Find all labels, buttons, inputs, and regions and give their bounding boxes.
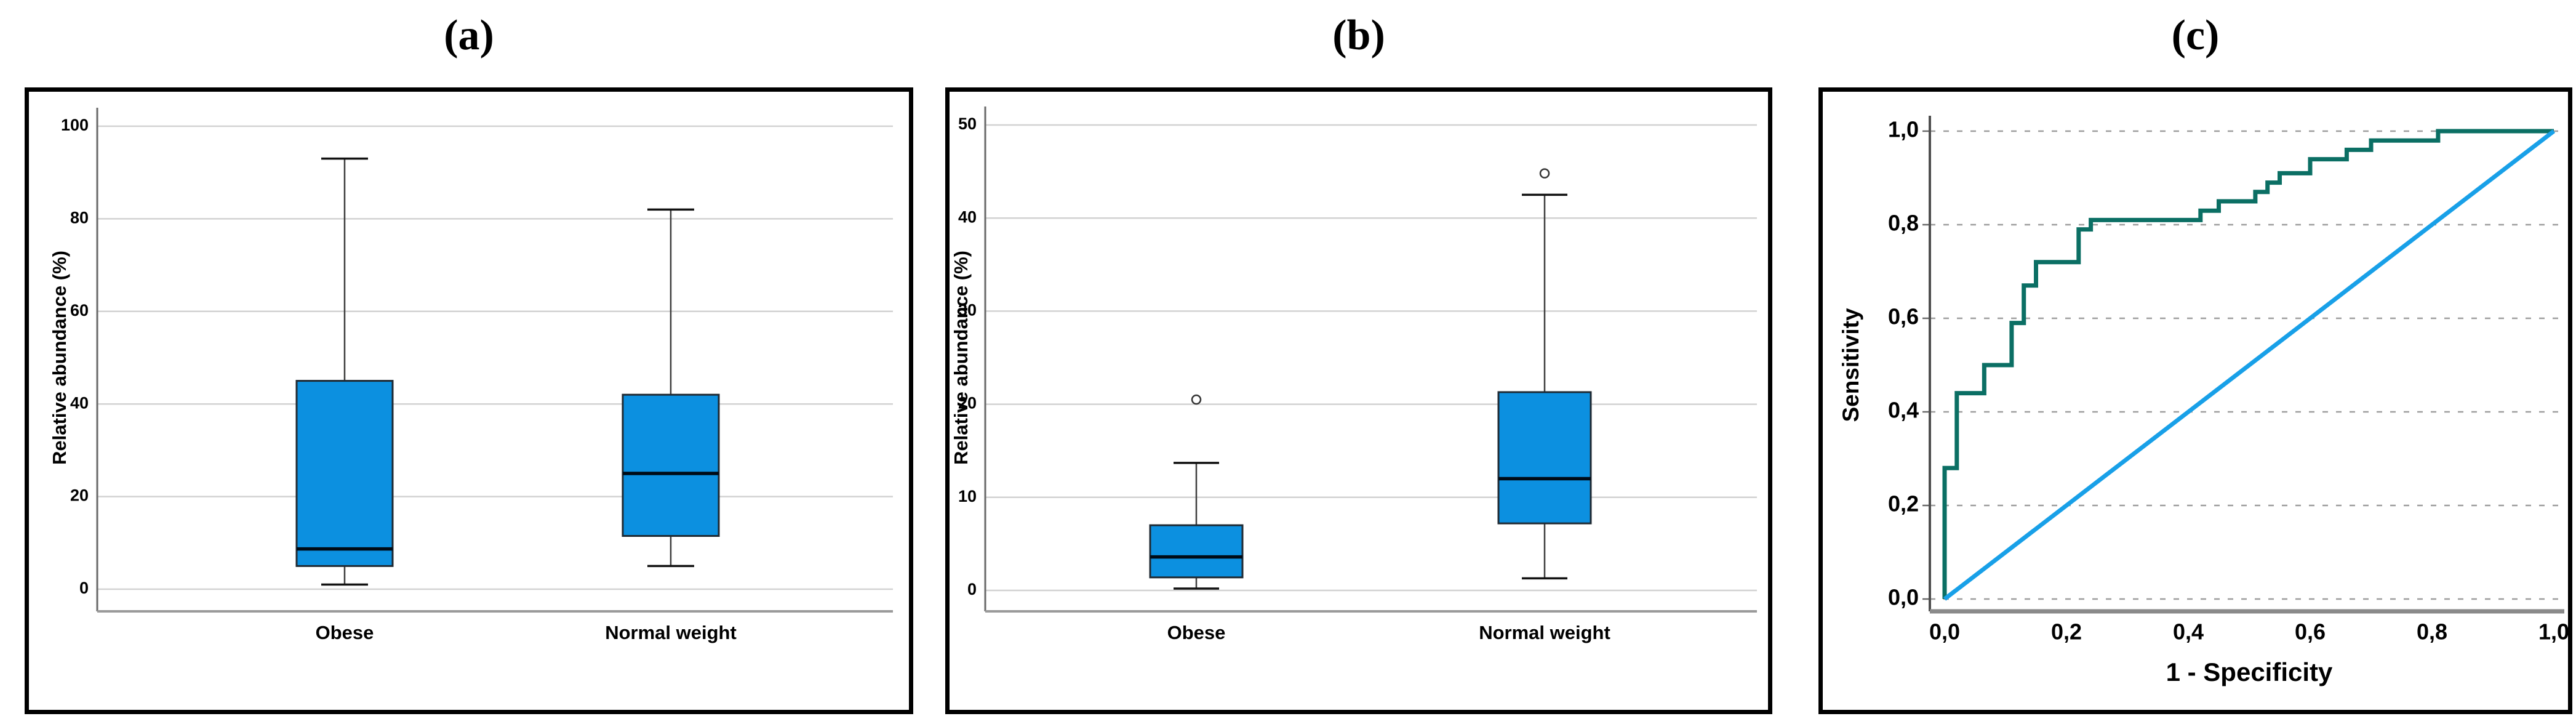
x-tick-label: 0,8 — [2417, 619, 2447, 645]
y-tick-label: 50 — [958, 115, 977, 133]
y-axis-title: Sensitivity — [1838, 308, 1863, 422]
y-tick-label: 60 — [70, 301, 89, 320]
category-label: Normal weight — [1479, 622, 1610, 643]
y-tick-label: 40 — [958, 207, 977, 226]
reference-diagonal — [1943, 129, 2556, 601]
x-tick-label: 0,0 — [1929, 619, 1960, 645]
category-label: Obese — [316, 622, 374, 643]
category-label: Obese — [1167, 622, 1226, 643]
y-tick-label: 0,6 — [1888, 304, 1919, 329]
y-tick-label: 80 — [70, 209, 89, 227]
y-tick-label: 30 — [958, 301, 977, 320]
x-tick-label: 0,4 — [2173, 619, 2204, 645]
y-tick-label: 20 — [958, 394, 977, 412]
box — [1497, 391, 1592, 525]
category-label: Normal weight — [605, 622, 737, 643]
y-axis-title: Relative abundance (%) — [950, 251, 972, 465]
box — [622, 393, 720, 537]
x-tick-label: 0,2 — [2051, 619, 2082, 645]
boxplot-chart-a: 0 20 40 60 80 100 Obese Normal weight Relative a… — [49, 108, 893, 643]
panel-a-label: (a) — [444, 11, 494, 59]
roc-chart-c: 0,0 0,2 0,4 0,6 0,8 1,0 0,0 0,2 0,4 0,6 0,8 1,0 1 - … — [1838, 116, 2568, 686]
boxplot-panel-b: 0 10 20 30 40 50 Obese Normal weight Relative ab… — [945, 87, 1772, 714]
y-tick-label: 100 — [61, 116, 89, 134]
y-tick-label: 40 — [70, 393, 89, 412]
y-tick-label: 1,0 — [1888, 117, 1919, 142]
y-tick-label: 0,2 — [1888, 491, 1919, 517]
y-tick-label: 0,4 — [1888, 398, 1919, 423]
outlier-point — [1191, 394, 1202, 405]
boxplot-panel-a: 0 20 40 60 80 100 Obese Normal weight Relative a… — [25, 87, 913, 714]
box — [1149, 524, 1244, 579]
panel-b-label: (b) — [1332, 11, 1385, 59]
y-tick-label: 0 — [79, 579, 89, 597]
y-tick-label: 0 — [967, 580, 977, 598]
x-tick-label: 0,6 — [2295, 619, 2326, 645]
y-tick-label: 20 — [70, 486, 89, 505]
boxplot-chart-b: 0 10 20 30 40 50 Obese Normal weight Relative ab… — [950, 107, 1757, 643]
y-axis-title: Relative abundance (%) — [49, 251, 70, 465]
y-tick-label: 0,8 — [1888, 211, 1919, 236]
box — [295, 380, 394, 567]
x-tick-label: 1,0 — [2538, 619, 2568, 645]
y-tick-label: 0,0 — [1888, 585, 1919, 610]
roc-panel-c: 0,0 0,2 0,4 0,6 0,8 1,0 0,0 0,2 0,4 0,6 0,8 1,0 1 - … — [1818, 87, 2572, 714]
outlier-point — [1539, 168, 1550, 179]
x-axis-title: 1 - Specificity — [2166, 658, 2333, 686]
roc-curve — [1942, 129, 2554, 599]
panel-c-label: (c) — [2171, 11, 2220, 59]
y-tick-label: 10 — [958, 487, 977, 505]
